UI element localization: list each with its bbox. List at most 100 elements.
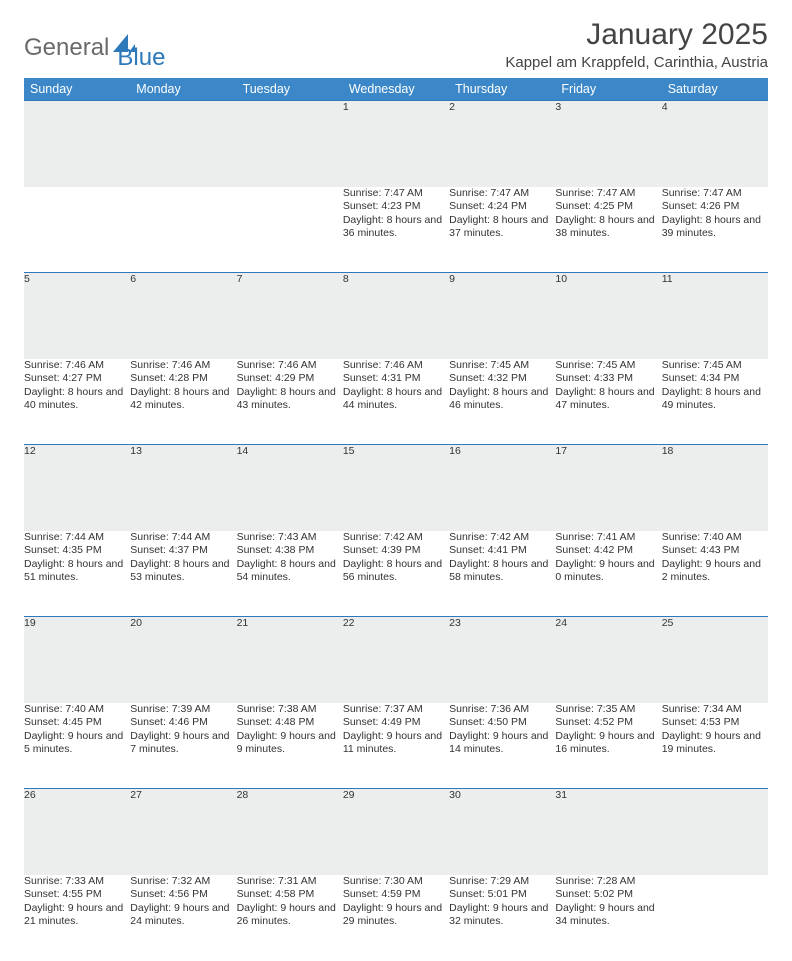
day-text: Sunrise: 7:33 AMSunset: 4:55 PMDaylight:… xyxy=(24,875,130,930)
location-subtitle: Kappel am Krappfeld, Carinthia, Austria xyxy=(505,54,768,71)
day-number xyxy=(24,101,130,187)
day-cell: Sunrise: 7:36 AMSunset: 4:50 PMDaylight:… xyxy=(449,703,555,789)
day-text: Sunrise: 7:40 AMSunset: 4:43 PMDaylight:… xyxy=(662,531,768,586)
dayname-header-row: Sunday Monday Tuesday Wednesday Thursday… xyxy=(24,78,768,101)
day-text: Sunrise: 7:43 AMSunset: 4:38 PMDaylight:… xyxy=(237,531,343,586)
day-number: 20 xyxy=(130,617,236,703)
day-text: Sunrise: 7:44 AMSunset: 4:37 PMDaylight:… xyxy=(130,531,236,586)
day-text: Sunrise: 7:42 AMSunset: 4:41 PMDaylight:… xyxy=(449,531,555,586)
dayname-sat: Saturday xyxy=(662,78,768,101)
day-number xyxy=(130,101,236,187)
day-number: 13 xyxy=(130,445,236,531)
day-number: 22 xyxy=(343,617,449,703)
week-row-content: Sunrise: 7:40 AMSunset: 4:45 PMDaylight:… xyxy=(24,703,768,789)
day-number: 21 xyxy=(237,617,343,703)
day-cell: Sunrise: 7:47 AMSunset: 4:26 PMDaylight:… xyxy=(662,187,768,273)
day-text: Sunrise: 7:35 AMSunset: 4:52 PMDaylight:… xyxy=(555,703,661,758)
day-number: 9 xyxy=(449,273,555,359)
day-number: 7 xyxy=(237,273,343,359)
day-cell: Sunrise: 7:28 AMSunset: 5:02 PMDaylight:… xyxy=(555,875,661,961)
day-cell: Sunrise: 7:41 AMSunset: 4:42 PMDaylight:… xyxy=(555,531,661,617)
day-text: Sunrise: 7:34 AMSunset: 4:53 PMDaylight:… xyxy=(662,703,768,758)
day-text: Sunrise: 7:29 AMSunset: 5:01 PMDaylight:… xyxy=(449,875,555,930)
day-cell: Sunrise: 7:29 AMSunset: 5:01 PMDaylight:… xyxy=(449,875,555,961)
week-row-nums: 26 27 28 29 30 31 xyxy=(24,789,768,875)
day-number xyxy=(662,789,768,875)
day-number: 5 xyxy=(24,273,130,359)
day-cell: Sunrise: 7:31 AMSunset: 4:58 PMDaylight:… xyxy=(237,875,343,961)
day-text: Sunrise: 7:41 AMSunset: 4:42 PMDaylight:… xyxy=(555,531,661,586)
dayname-wed: Wednesday xyxy=(343,78,449,101)
day-cell: Sunrise: 7:42 AMSunset: 4:41 PMDaylight:… xyxy=(449,531,555,617)
day-cell xyxy=(24,187,130,273)
day-number: 28 xyxy=(237,789,343,875)
week-row-content: Sunrise: 7:47 AMSunset: 4:23 PMDaylight:… xyxy=(24,187,768,273)
day-cell: Sunrise: 7:47 AMSunset: 4:23 PMDaylight:… xyxy=(343,187,449,273)
day-text: Sunrise: 7:39 AMSunset: 4:46 PMDaylight:… xyxy=(130,703,236,758)
day-cell: Sunrise: 7:47 AMSunset: 4:25 PMDaylight:… xyxy=(555,187,661,273)
day-text: Sunrise: 7:47 AMSunset: 4:25 PMDaylight:… xyxy=(555,187,661,242)
day-text: Sunrise: 7:47 AMSunset: 4:26 PMDaylight:… xyxy=(662,187,768,242)
dayname-thu: Thursday xyxy=(449,78,555,101)
day-text: Sunrise: 7:47 AMSunset: 4:24 PMDaylight:… xyxy=(449,187,555,242)
day-cell: Sunrise: 7:46 AMSunset: 4:31 PMDaylight:… xyxy=(343,359,449,445)
day-text: Sunrise: 7:46 AMSunset: 4:29 PMDaylight:… xyxy=(237,359,343,414)
day-text: Sunrise: 7:46 AMSunset: 4:28 PMDaylight:… xyxy=(130,359,236,414)
week-row-content: Sunrise: 7:44 AMSunset: 4:35 PMDaylight:… xyxy=(24,531,768,617)
day-cell: Sunrise: 7:38 AMSunset: 4:48 PMDaylight:… xyxy=(237,703,343,789)
week-row-content: Sunrise: 7:46 AMSunset: 4:27 PMDaylight:… xyxy=(24,359,768,445)
day-text: Sunrise: 7:44 AMSunset: 4:35 PMDaylight:… xyxy=(24,531,130,586)
month-title: January 2025 xyxy=(505,18,768,52)
day-cell: Sunrise: 7:46 AMSunset: 4:29 PMDaylight:… xyxy=(237,359,343,445)
day-number: 15 xyxy=(343,445,449,531)
week-row-nums: 19 20 21 22 23 24 25 xyxy=(24,617,768,703)
day-number: 17 xyxy=(555,445,661,531)
day-number: 8 xyxy=(343,273,449,359)
day-text: Sunrise: 7:30 AMSunset: 4:59 PMDaylight:… xyxy=(343,875,449,930)
day-cell: Sunrise: 7:40 AMSunset: 4:43 PMDaylight:… xyxy=(662,531,768,617)
day-cell: Sunrise: 7:35 AMSunset: 4:52 PMDaylight:… xyxy=(555,703,661,789)
header: General Blue January 2025 Kappel am Krap… xyxy=(24,18,768,72)
day-text: Sunrise: 7:45 AMSunset: 4:33 PMDaylight:… xyxy=(555,359,661,414)
day-number: 19 xyxy=(24,617,130,703)
day-number: 12 xyxy=(24,445,130,531)
day-number: 18 xyxy=(662,445,768,531)
day-cell: Sunrise: 7:40 AMSunset: 4:45 PMDaylight:… xyxy=(24,703,130,789)
day-cell: Sunrise: 7:42 AMSunset: 4:39 PMDaylight:… xyxy=(343,531,449,617)
day-number: 10 xyxy=(555,273,661,359)
day-number: 3 xyxy=(555,101,661,187)
day-number: 16 xyxy=(449,445,555,531)
day-number: 30 xyxy=(449,789,555,875)
day-cell: Sunrise: 7:44 AMSunset: 4:35 PMDaylight:… xyxy=(24,531,130,617)
title-block: January 2025 Kappel am Krappfeld, Carint… xyxy=(505,18,768,71)
day-cell: Sunrise: 7:37 AMSunset: 4:49 PMDaylight:… xyxy=(343,703,449,789)
day-text: Sunrise: 7:32 AMSunset: 4:56 PMDaylight:… xyxy=(130,875,236,930)
day-cell: Sunrise: 7:45 AMSunset: 4:33 PMDaylight:… xyxy=(555,359,661,445)
day-cell: Sunrise: 7:39 AMSunset: 4:46 PMDaylight:… xyxy=(130,703,236,789)
day-cell: Sunrise: 7:45 AMSunset: 4:34 PMDaylight:… xyxy=(662,359,768,445)
week-row-content: Sunrise: 7:33 AMSunset: 4:55 PMDaylight:… xyxy=(24,875,768,961)
day-text: Sunrise: 7:45 AMSunset: 4:32 PMDaylight:… xyxy=(449,359,555,414)
day-number: 26 xyxy=(24,789,130,875)
day-cell: Sunrise: 7:34 AMSunset: 4:53 PMDaylight:… xyxy=(662,703,768,789)
day-text: Sunrise: 7:47 AMSunset: 4:23 PMDaylight:… xyxy=(343,187,449,242)
day-number: 25 xyxy=(662,617,768,703)
dayname-mon: Monday xyxy=(130,78,236,101)
day-cell: Sunrise: 7:44 AMSunset: 4:37 PMDaylight:… xyxy=(130,531,236,617)
day-text: Sunrise: 7:31 AMSunset: 4:58 PMDaylight:… xyxy=(237,875,343,930)
day-text: Sunrise: 7:38 AMSunset: 4:48 PMDaylight:… xyxy=(237,703,343,758)
day-number: 23 xyxy=(449,617,555,703)
day-cell: Sunrise: 7:33 AMSunset: 4:55 PMDaylight:… xyxy=(24,875,130,961)
day-number: 6 xyxy=(130,273,236,359)
dayname-sun: Sunday xyxy=(24,78,130,101)
day-number: 31 xyxy=(555,789,661,875)
day-cell: Sunrise: 7:47 AMSunset: 4:24 PMDaylight:… xyxy=(449,187,555,273)
day-text: Sunrise: 7:40 AMSunset: 4:45 PMDaylight:… xyxy=(24,703,130,758)
day-number: 27 xyxy=(130,789,236,875)
day-text: Sunrise: 7:42 AMSunset: 4:39 PMDaylight:… xyxy=(343,531,449,586)
day-cell: Sunrise: 7:45 AMSunset: 4:32 PMDaylight:… xyxy=(449,359,555,445)
day-number: 11 xyxy=(662,273,768,359)
day-cell xyxy=(662,875,768,961)
day-cell: Sunrise: 7:43 AMSunset: 4:38 PMDaylight:… xyxy=(237,531,343,617)
week-row-nums: 1 2 3 4 xyxy=(24,101,768,187)
